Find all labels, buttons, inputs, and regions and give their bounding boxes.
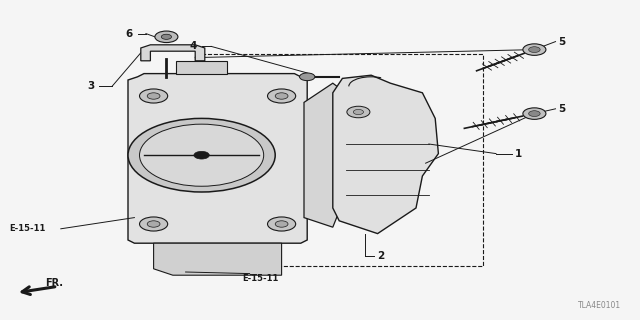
Circle shape bbox=[523, 44, 546, 55]
Polygon shape bbox=[128, 74, 307, 243]
Circle shape bbox=[161, 34, 172, 39]
Text: 6: 6 bbox=[126, 28, 133, 39]
Polygon shape bbox=[304, 83, 346, 227]
Polygon shape bbox=[154, 243, 282, 275]
Text: 5: 5 bbox=[558, 36, 565, 47]
Circle shape bbox=[300, 73, 315, 81]
Circle shape bbox=[155, 31, 178, 43]
Text: 3: 3 bbox=[88, 81, 95, 92]
Circle shape bbox=[147, 93, 160, 99]
Circle shape bbox=[128, 118, 275, 192]
Circle shape bbox=[140, 217, 168, 231]
Text: TLA4E0101: TLA4E0101 bbox=[578, 301, 621, 310]
Text: 4: 4 bbox=[189, 41, 197, 52]
Circle shape bbox=[353, 109, 364, 115]
Circle shape bbox=[347, 106, 370, 118]
Circle shape bbox=[523, 108, 546, 119]
Circle shape bbox=[194, 151, 209, 159]
Text: 1: 1 bbox=[515, 148, 522, 159]
Circle shape bbox=[140, 89, 168, 103]
Circle shape bbox=[275, 93, 288, 99]
Circle shape bbox=[147, 221, 160, 227]
Text: 5: 5 bbox=[558, 104, 565, 114]
Circle shape bbox=[529, 111, 540, 116]
Polygon shape bbox=[176, 61, 227, 74]
Text: FR.: FR. bbox=[45, 278, 63, 288]
Circle shape bbox=[529, 47, 540, 52]
Text: 2: 2 bbox=[378, 251, 385, 261]
Circle shape bbox=[268, 217, 296, 231]
Circle shape bbox=[140, 124, 264, 186]
Text: E-15-11: E-15-11 bbox=[242, 274, 278, 283]
Circle shape bbox=[268, 89, 296, 103]
Text: E-15-11: E-15-11 bbox=[10, 224, 46, 233]
Polygon shape bbox=[333, 75, 438, 234]
Circle shape bbox=[275, 221, 288, 227]
Polygon shape bbox=[141, 45, 205, 61]
